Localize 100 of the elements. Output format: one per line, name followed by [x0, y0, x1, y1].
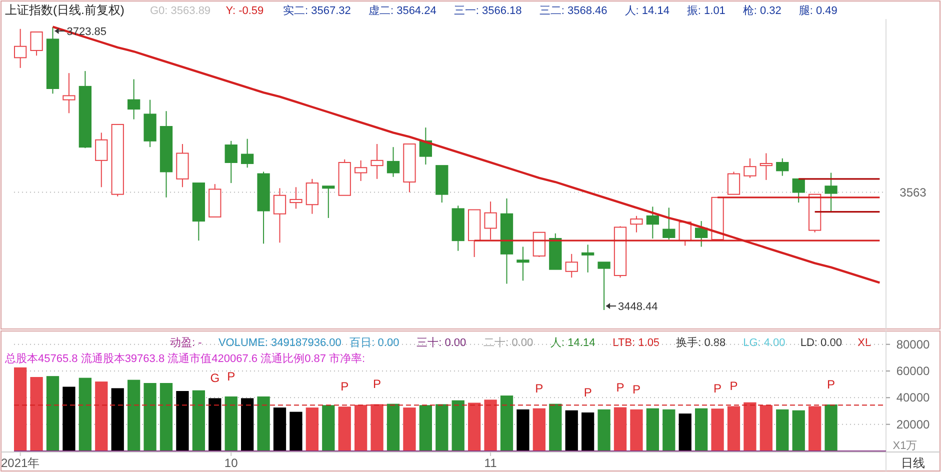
x-tick-label: 2021年	[0, 456, 40, 470]
bar	[370, 404, 384, 451]
data-label: P	[227, 369, 236, 384]
data-label: P	[616, 380, 624, 394]
candlestick	[565, 253, 578, 278]
data-label: G	[210, 371, 220, 386]
candlestick	[662, 207, 676, 240]
candlestick	[290, 186, 302, 210]
data-label: P	[714, 382, 722, 396]
y-tick-label: 80000	[896, 337, 930, 352]
x-tick-label: 10	[224, 456, 238, 470]
bar	[386, 404, 400, 451]
bar	[581, 412, 594, 451]
bar	[436, 404, 448, 451]
candlestick	[62, 72, 76, 114]
candlestick	[727, 171, 740, 195]
y-tick-label: 60000	[896, 364, 930, 378]
candlestick	[128, 78, 140, 120]
candlestick	[646, 206, 659, 240]
bar	[776, 409, 789, 451]
bar	[824, 404, 838, 451]
bar	[500, 396, 514, 451]
bar	[484, 400, 497, 451]
x-tick-label: 11	[484, 456, 498, 470]
x-axis-title: 日线	[901, 456, 925, 470]
bar	[128, 380, 140, 451]
candlestick	[224, 140, 238, 184]
bar	[678, 414, 692, 451]
annotation: LG: 4.00	[743, 337, 786, 349]
bar	[208, 398, 222, 451]
text: Y: -0.59	[226, 5, 264, 17]
text: 虚二: 3564.24	[368, 4, 436, 17]
candlestick	[273, 188, 286, 244]
annotation: 3448.44	[618, 300, 658, 313]
bar	[111, 388, 124, 451]
bar	[338, 406, 351, 451]
bar	[662, 409, 676, 451]
bar	[144, 383, 156, 451]
bar	[192, 390, 206, 451]
y-tick-label: 20000	[896, 417, 930, 432]
bar	[306, 408, 319, 451]
text: 总股本45765.8 流通股本39763.8 流通市值420067.6 流通比例0.87 市净率:	[4, 352, 366, 365]
bar	[160, 383, 173, 451]
bar	[30, 377, 43, 451]
bar	[62, 386, 76, 451]
bar	[792, 410, 805, 451]
bar	[694, 408, 708, 451]
data-label: P	[340, 380, 349, 394]
annotation: 百日: 0.00	[350, 337, 400, 349]
candlestick	[386, 146, 400, 178]
bar	[224, 396, 238, 451]
candlestick	[322, 186, 335, 218]
candlestick	[694, 220, 708, 248]
bar	[532, 408, 546, 451]
bar	[760, 405, 772, 451]
candlestick	[370, 143, 384, 180]
annotation: LD: 0.00	[800, 337, 842, 349]
bar	[78, 378, 92, 451]
candlestick	[241, 138, 254, 168]
candlestick	[484, 201, 497, 240]
candlestick	[581, 244, 594, 273]
bar	[468, 402, 481, 451]
annotation: 换手: 0.88	[676, 336, 726, 349]
bar	[452, 400, 464, 451]
ref-line-label: 3563	[900, 185, 927, 200]
text: 枪: 0.32	[742, 5, 782, 17]
text: 实二: 3567.32	[283, 4, 351, 17]
candlestick	[354, 160, 368, 182]
candlestick	[824, 172, 838, 212]
candlestick	[306, 178, 319, 214]
candlestick	[792, 178, 805, 204]
annotation: 二十: 0.00	[484, 336, 534, 349]
bar	[598, 409, 610, 451]
candlestick	[744, 158, 756, 178]
candlestick	[516, 246, 530, 282]
annotation: 人: 14.14	[550, 337, 596, 349]
bar	[46, 376, 60, 451]
annotation: VOLUME: 349187936.00	[218, 337, 342, 349]
bar	[403, 408, 416, 451]
annotation: 动盈: -	[170, 337, 202, 349]
data-label: P	[827, 377, 836, 392]
y-tick-label: 40000	[896, 390, 930, 405]
y-axis-title: X1万	[892, 440, 918, 452]
annotation: XL	[858, 337, 872, 349]
bar	[241, 398, 254, 451]
bar	[565, 410, 578, 451]
bar	[176, 391, 189, 451]
text: 振: 1.01	[686, 5, 726, 17]
bar	[744, 402, 756, 451]
data-label: P	[730, 379, 738, 394]
text: 三二: 3568.46	[539, 5, 608, 17]
candlestick	[532, 232, 546, 258]
data-label: P	[535, 381, 544, 396]
text: 人: 14.14	[624, 5, 670, 17]
data-label: P	[584, 385, 592, 400]
candlestick	[760, 152, 772, 180]
bar	[95, 382, 108, 451]
candlestick	[30, 31, 43, 56]
candlestick	[598, 262, 610, 310]
bar	[257, 396, 270, 451]
